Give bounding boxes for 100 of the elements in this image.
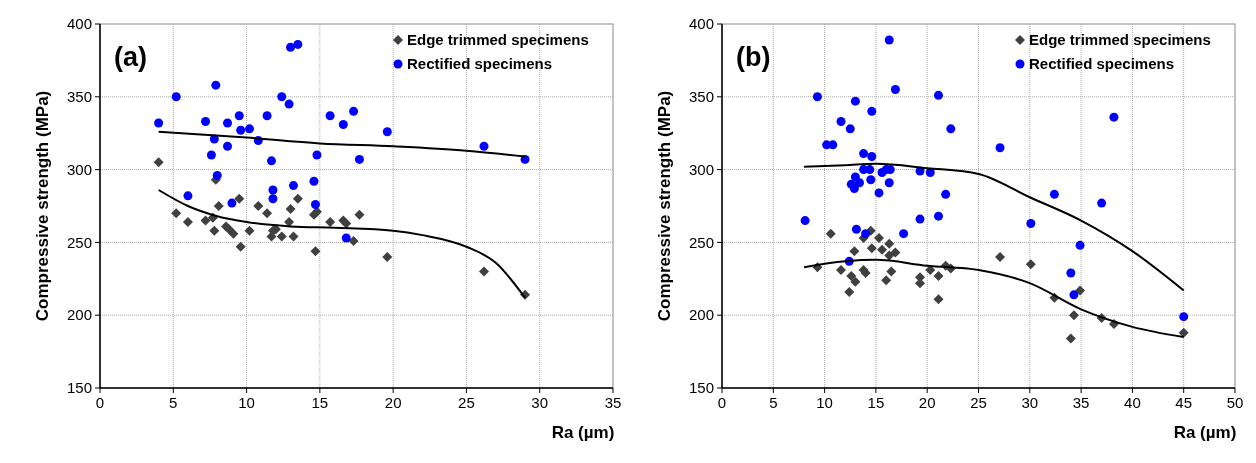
point (262, 111, 272, 121)
point (850, 96, 860, 106)
point (867, 152, 877, 161)
point (479, 266, 490, 277)
x-tick-label: 15 (867, 394, 885, 411)
point (925, 168, 935, 178)
y-tick-label: 300 (66, 160, 92, 178)
point (182, 217, 193, 228)
point (995, 143, 1005, 153)
y-tick-label: 300 (688, 160, 714, 178)
point (479, 141, 489, 151)
point (338, 119, 348, 129)
point (1097, 198, 1107, 208)
point (228, 228, 239, 239)
point (1025, 259, 1036, 270)
point (1068, 310, 1079, 321)
point (890, 247, 901, 258)
legend-label: Edge trimmed specimens (1029, 31, 1211, 49)
point (153, 157, 164, 168)
x-tick-label: 30 (531, 394, 549, 411)
point (850, 276, 861, 287)
point (933, 270, 944, 281)
y-tick-label: 250 (66, 233, 92, 251)
point (844, 286, 855, 297)
point (288, 231, 299, 242)
x-tick-label: 0 (95, 394, 105, 411)
point (211, 80, 221, 90)
x-tick-label: 20 (384, 394, 402, 411)
point (349, 106, 359, 116)
point (846, 270, 857, 281)
point (227, 198, 237, 208)
x-tick-label: 40 (1124, 394, 1141, 411)
point (213, 201, 224, 211)
x-tick-label: 30 (1021, 394, 1039, 411)
y-tick-label: 200 (688, 306, 714, 324)
point (946, 124, 956, 134)
point (285, 203, 296, 214)
point (293, 39, 303, 49)
point (851, 224, 861, 234)
point (236, 125, 246, 135)
point (1075, 240, 1085, 250)
legend-label: Edge trimmed specimens (407, 31, 589, 49)
point (354, 154, 364, 164)
point (276, 231, 287, 242)
x-tick-label: 35 (1072, 394, 1090, 411)
point (212, 170, 222, 180)
point (800, 216, 810, 226)
point (154, 118, 164, 128)
point (310, 200, 320, 210)
point (884, 238, 895, 249)
point (854, 178, 864, 188)
point (861, 229, 871, 239)
point (234, 193, 245, 204)
y-tick-label: 350 (66, 88, 92, 106)
point (382, 251, 393, 262)
point (288, 181, 298, 191)
x-axis-title: Ra (µm) (551, 423, 615, 442)
point (859, 149, 869, 159)
y-axis-title: Compressive strength (MPa) (33, 90, 52, 322)
point (941, 189, 951, 199)
point (354, 209, 365, 220)
point (890, 85, 900, 95)
x-tick-label: 25 (458, 394, 475, 411)
y-tick-label: 400 (688, 15, 714, 33)
y-axis-title: Compressive strength (MPa) (655, 90, 674, 322)
x-tick-label: 20 (918, 394, 936, 411)
point (1069, 290, 1079, 300)
point (886, 266, 897, 277)
point (268, 194, 278, 204)
y-tick-label: 250 (688, 233, 714, 251)
point (183, 191, 193, 201)
point (933, 211, 943, 221)
point (277, 92, 287, 102)
x-tick-label: 45 (1175, 394, 1193, 411)
point (874, 188, 884, 198)
point (925, 265, 936, 276)
point (201, 117, 211, 127)
point (292, 193, 303, 204)
point (825, 228, 836, 239)
point (1065, 333, 1076, 344)
line-series (803, 162, 1185, 292)
x-tick-label: 0 (717, 394, 727, 411)
annotation: (a) (114, 42, 147, 72)
point (849, 184, 859, 194)
x-tick-label: 10 (816, 394, 833, 411)
point (873, 233, 884, 244)
legend-label: Rectified specimens (1029, 55, 1175, 73)
point (234, 111, 244, 121)
point (312, 150, 322, 160)
legend-label: Rectified specimens (407, 55, 553, 73)
y-tick-label: 200 (66, 306, 92, 324)
y-tick-label: 150 (688, 379, 714, 397)
x-axis-title: Ra (µm) (1173, 423, 1237, 442)
point (881, 275, 892, 286)
point (1075, 285, 1086, 296)
point (877, 244, 888, 255)
x-tick-label: 5 (769, 394, 778, 411)
point (223, 141, 233, 151)
point (933, 294, 944, 305)
point (206, 150, 216, 160)
